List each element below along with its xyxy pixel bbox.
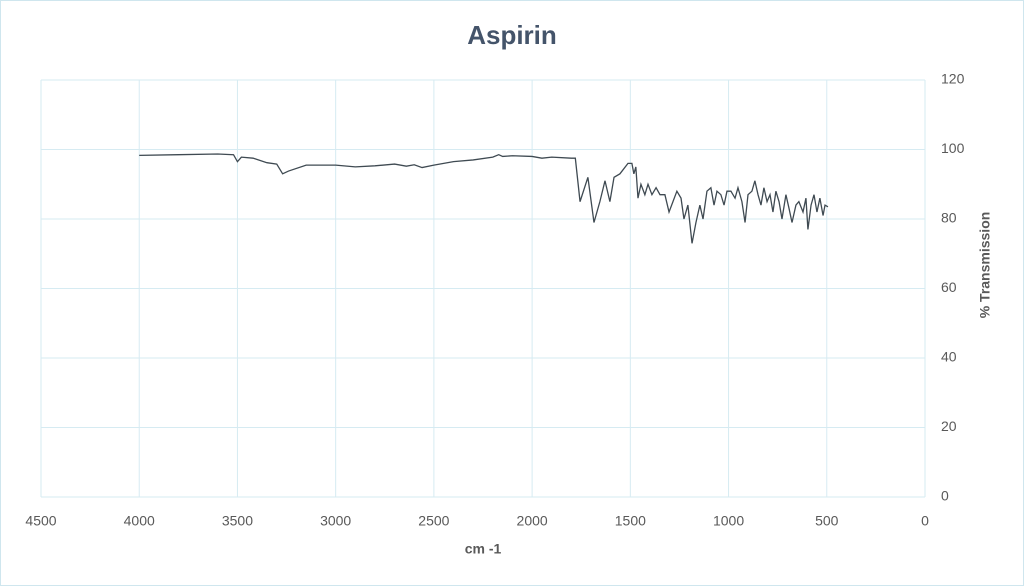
x-tick-label: 2000 bbox=[517, 513, 548, 529]
x-tick-label: 1000 bbox=[713, 513, 744, 529]
x-tick-label: 0 bbox=[921, 513, 929, 529]
x-tick-label: 3000 bbox=[320, 513, 351, 529]
y-tick-label: 120 bbox=[941, 71, 965, 87]
y-tick-label: 20 bbox=[941, 418, 957, 434]
spectrum-line bbox=[139, 153, 829, 244]
y-tick-label: 80 bbox=[941, 210, 957, 226]
x-tick-label: 500 bbox=[815, 513, 839, 529]
x-tick-label: 2500 bbox=[418, 513, 449, 529]
y-axis-label: % Transmission bbox=[977, 212, 993, 319]
x-tick-label: 4000 bbox=[124, 513, 155, 529]
y-tick-label: 100 bbox=[941, 140, 965, 156]
x-axis-label: cm -1 bbox=[465, 541, 502, 557]
y-tick-label: 0 bbox=[941, 488, 949, 504]
x-tick-label: 4500 bbox=[25, 513, 56, 529]
y-tick-label: 60 bbox=[941, 279, 957, 295]
chart-title: Aspirin bbox=[467, 20, 557, 50]
y-tick-label: 40 bbox=[941, 349, 957, 365]
x-tick-label: 1500 bbox=[615, 513, 646, 529]
x-tick-label: 3500 bbox=[222, 513, 253, 529]
